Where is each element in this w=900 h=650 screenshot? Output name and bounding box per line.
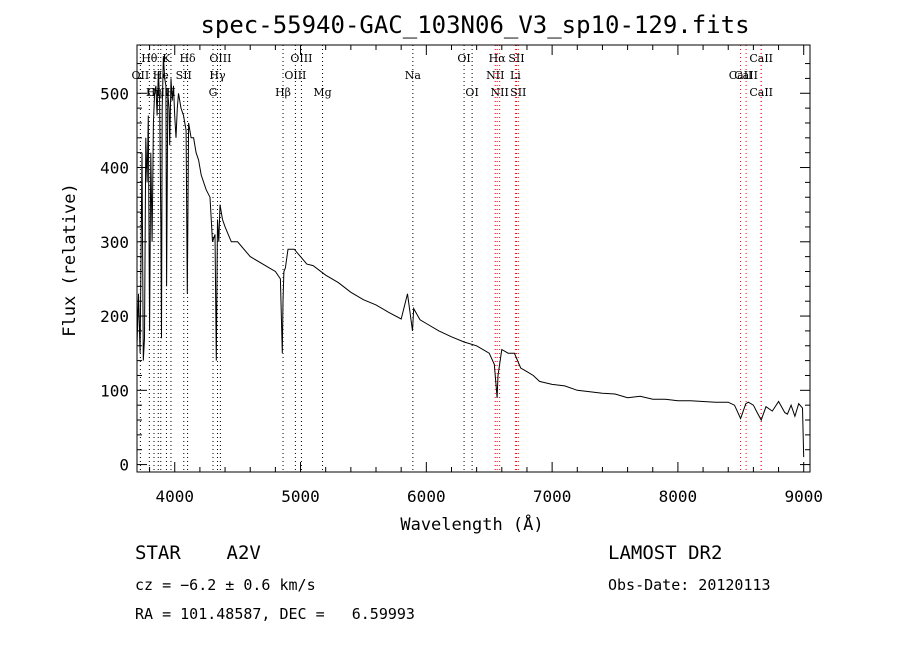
x-axis-label: Wavelength (Å): [400, 513, 543, 535]
line-label-17: CaII: [734, 69, 758, 82]
coordinates: RA = 101.48587, DEC = 6.59993: [135, 605, 415, 623]
survey-name: LAMOST DR2: [608, 542, 723, 564]
y-tick-label: 200: [100, 307, 129, 326]
y-tick-label: 400: [100, 159, 129, 178]
line-label-14: Na: [405, 69, 422, 82]
x-tick-label: 7000: [533, 487, 572, 506]
line-label-28: CaII: [749, 86, 773, 99]
line-label-13: OIII: [284, 69, 306, 82]
x-tick-label: 4000: [155, 487, 194, 506]
line-label-22: Hβ: [275, 86, 291, 99]
line-label-15: NII: [486, 69, 504, 82]
x-axis: 4000 5000 6000 7000 8000 9000: [149, 45, 823, 506]
line-label-21: G: [209, 86, 218, 99]
line-label-6: Hα: [489, 52, 507, 65]
line-label-27: CaII: [729, 69, 753, 82]
line-label-9: OII: [132, 69, 150, 82]
x-tick-label: 9000: [784, 487, 823, 506]
plot-frame: [136, 44, 811, 473]
line-label-2: Hδ: [179, 52, 196, 65]
x-tick-label: 5000: [281, 487, 320, 506]
y-tick-label: 0: [119, 456, 129, 475]
line-label-7: SII: [508, 52, 524, 65]
line-label-23: Mg: [313, 86, 331, 99]
flux-series-line: [136, 56, 805, 458]
line-label-16: Li: [510, 69, 521, 82]
line-label-24: OI: [465, 86, 478, 99]
line-label-12: Hγ: [209, 69, 226, 82]
object-type: STAR A2V: [135, 542, 261, 564]
line-label-1: K: [162, 52, 171, 65]
redshift-cz: cz = −6.2 ± 0.6 km/s: [135, 576, 316, 594]
line-label-0: Hθ: [141, 52, 158, 65]
line-label-11: SII: [176, 69, 192, 82]
line-label-5: OI: [457, 52, 470, 65]
y-tick-label: 500: [100, 84, 129, 103]
y-tick-label: 100: [100, 381, 129, 400]
x-tick-label: 8000: [659, 487, 698, 506]
obs-date: Obs-Date: 20120113: [608, 576, 771, 594]
y-axis: 0 100 200 300 400 500: [100, 63, 810, 475]
x-tick-label: 6000: [407, 487, 446, 506]
line-label-25: NII: [491, 86, 509, 99]
chart-title: spec-55940-GAC_103N06_V3_sp10-129.fits: [200, 11, 749, 39]
line-label-10: He: [153, 69, 169, 82]
line-markers: [139, 45, 762, 472]
y-axis-label: Flux (relative): [60, 183, 80, 337]
line-label-4: OIII: [290, 52, 312, 65]
line-label-8: CaII: [749, 52, 773, 65]
line-label-26: SII: [510, 86, 526, 99]
line-label-3: OIII: [209, 52, 231, 65]
y-tick-label: 300: [100, 233, 129, 252]
